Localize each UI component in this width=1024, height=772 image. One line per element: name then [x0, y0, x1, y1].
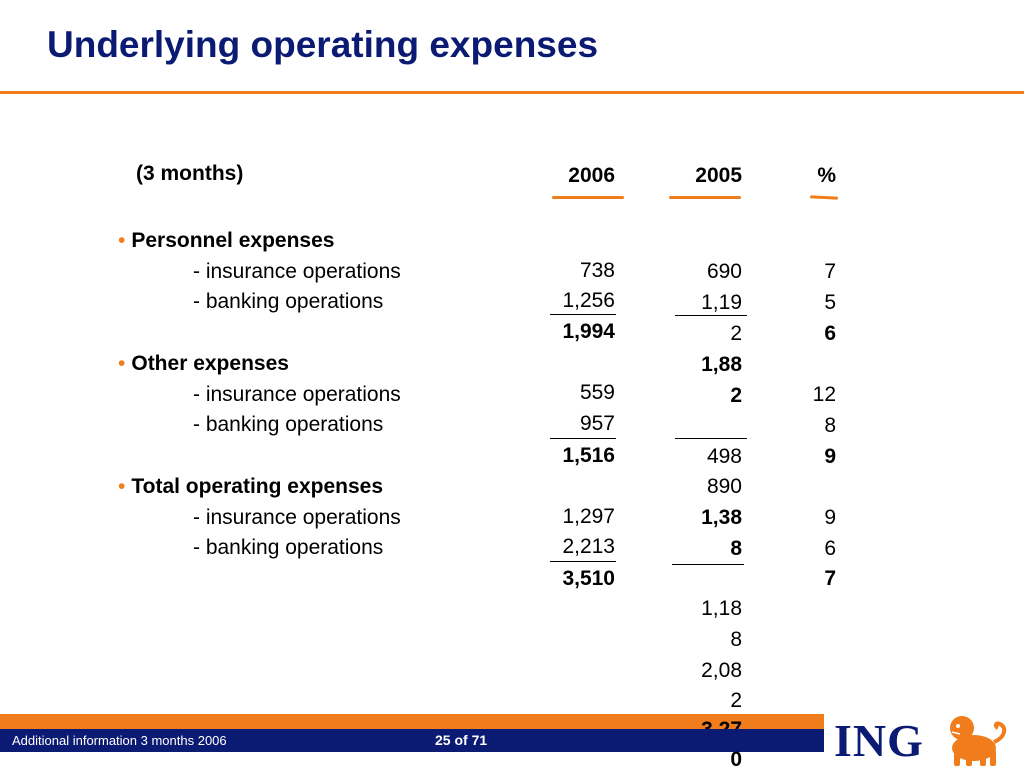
bullet-icon: •	[118, 475, 126, 498]
value-2005: 2,08	[701, 659, 742, 682]
subtotal-2005: 0	[730, 748, 742, 771]
value-pct: 7	[824, 260, 836, 283]
ing-logo: ING	[834, 712, 1014, 768]
row-label: - insurance operations	[193, 383, 401, 406]
subtotal-line	[550, 314, 616, 315]
subtotal-2005: 2	[730, 384, 742, 407]
value-2006: 738	[579, 259, 615, 282]
footer-bar	[0, 729, 824, 752]
section-other-expenses: • Other expenses	[118, 352, 289, 376]
value-2005: 690	[706, 260, 742, 283]
column-header-2005: 2005	[695, 164, 742, 187]
header-underline-2006	[552, 196, 624, 199]
row-label: - banking operations	[193, 413, 384, 436]
column-header-2006: 2006	[568, 164, 615, 187]
subtotal-line	[550, 438, 616, 439]
page-title: Underlying operating expenses	[47, 24, 599, 65]
row-label: - insurance operations	[193, 506, 401, 529]
bullet-icon: •	[118, 229, 126, 252]
section-total-operating-expenses: • Total operating expenses	[118, 475, 383, 499]
footer-caption: Additional information 3 months 2006	[12, 733, 227, 748]
logo-wordmark: ING	[834, 715, 924, 766]
value-pct: 9	[824, 506, 836, 529]
value-2005: 890	[706, 475, 742, 498]
lion-icon	[950, 716, 1007, 766]
value-2006: 957	[579, 412, 615, 435]
value-pct: 12	[812, 383, 836, 406]
subtotal-line	[672, 564, 744, 565]
value-2005: 498	[706, 445, 742, 468]
subtotal-line	[675, 438, 747, 439]
value-2005: 1,18	[701, 597, 742, 620]
value-2006: 559	[579, 381, 615, 404]
subtotal-pct: 7	[824, 567, 836, 590]
value-2005: 2	[730, 689, 742, 712]
subtotal-line	[675, 315, 747, 316]
value-2006: 1,297	[562, 505, 615, 528]
subtotal-2005: 1,38	[701, 506, 742, 529]
section-personnel-expenses: • Personnel expenses	[118, 229, 334, 253]
value-pct: 6	[824, 537, 836, 560]
page-number: 25 of 71	[435, 732, 488, 748]
bullet-icon: •	[118, 352, 126, 375]
subtotal-2006: 1,994	[562, 320, 615, 343]
subtotal-2005: 8	[730, 537, 742, 560]
subtotal-pct: 6	[824, 322, 836, 345]
footer-orange-band	[0, 714, 824, 729]
period-label: (3 months)	[136, 162, 244, 185]
subtotal-2006: 1,516	[562, 444, 615, 467]
section-label: Total operating expenses	[131, 475, 384, 498]
value-2005: 1,19	[701, 291, 742, 314]
subtotal-2005: 1,88	[701, 353, 742, 376]
value-2005: 2	[730, 322, 742, 345]
value-2006: 2,213	[562, 535, 615, 558]
subtotal-pct: 9	[824, 445, 836, 468]
value-2006: 1,256	[562, 289, 615, 312]
value-pct: 5	[824, 291, 836, 314]
value-pct: 8	[824, 414, 836, 437]
title-divider	[0, 91, 1024, 94]
section-label: Personnel expenses	[131, 229, 335, 252]
header-underline-pct	[809, 195, 839, 200]
row-label: - insurance operations	[193, 260, 401, 283]
column-header-pct: %	[817, 164, 836, 187]
subtotal-2006: 3,510	[562, 567, 615, 590]
row-label: - banking operations	[193, 290, 384, 313]
subtotal-line	[550, 561, 616, 562]
section-label: Other expenses	[131, 352, 289, 375]
header-underline-2005	[669, 196, 741, 199]
row-label: - banking operations	[193, 536, 384, 559]
value-2005: 8	[730, 628, 742, 651]
